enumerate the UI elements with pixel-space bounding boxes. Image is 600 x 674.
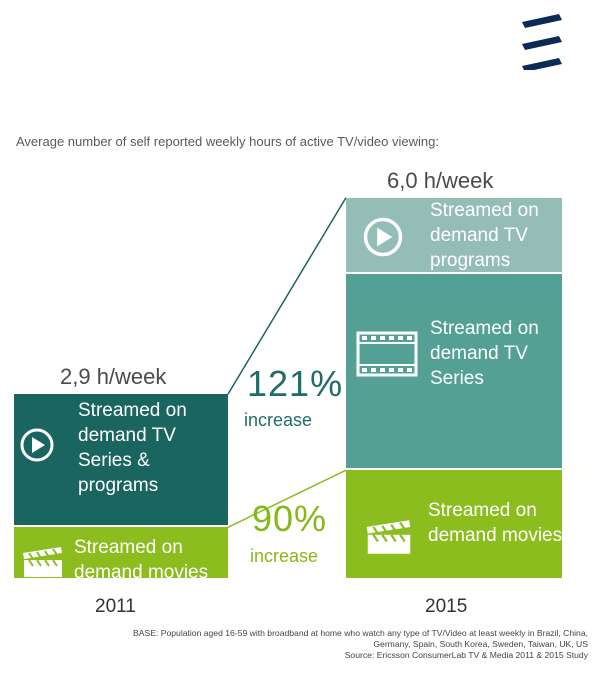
clapperboard-icon	[366, 520, 411, 554]
bar-2015-programs: Streamed on demand TV programs	[346, 197, 562, 272]
series-increase-label: increase	[244, 410, 313, 430]
play-icon	[363, 217, 403, 256]
movies-increase-label: increase	[250, 546, 319, 566]
label-2011-series-programs: Streamed on demand TV Series & programs	[78, 400, 187, 497]
label-2015-programs: Streamed on demand TV programs	[430, 199, 539, 271]
total-2015: 6,0 h/week	[387, 168, 494, 193]
footnote: BASE: Population aged 16-59 with broadba…	[133, 628, 588, 661]
bar-2015-movies: Streamed on demand movies	[346, 470, 562, 578]
total-2011: 2,9 h/week	[60, 364, 167, 389]
series-increase-percent: 121%	[247, 363, 344, 404]
label-2011-movies: Streamed on demand movies	[74, 537, 209, 584]
label-2015-movies: Streamed on demand movies	[428, 500, 563, 547]
x-label-2011: 2011	[95, 596, 136, 617]
series-connector-line	[227, 197, 347, 395]
movies-connector-line	[227, 469, 347, 528]
bar-2015-series: Streamed on demand TV Series	[346, 273, 562, 469]
x-label-2015: 2015	[425, 596, 468, 617]
bar-2011-series-programs: Streamed on demand TV Series & programs	[14, 394, 228, 526]
play-icon	[20, 428, 54, 462]
film-strip-icon	[356, 331, 418, 377]
footnote-base-line1: BASE: Population aged 16-59 with broadba…	[133, 628, 588, 638]
clapperboard-icon	[23, 547, 62, 578]
footnote-source: Source: Ericsson ConsumerLab TV & Media …	[344, 650, 588, 660]
movies-increase-percent: 90%	[252, 498, 328, 539]
ericsson-logo	[522, 14, 562, 70]
bar-2011-movies: Streamed on demand movies	[14, 527, 228, 583]
footnote-base-line2: Germany, Spain, South Korea, Sweden, Tai…	[373, 639, 588, 649]
label-2015-series: Streamed on demand TV Series	[430, 317, 539, 389]
chart-subtitle: Average number of self reported weekly h…	[16, 134, 439, 149]
